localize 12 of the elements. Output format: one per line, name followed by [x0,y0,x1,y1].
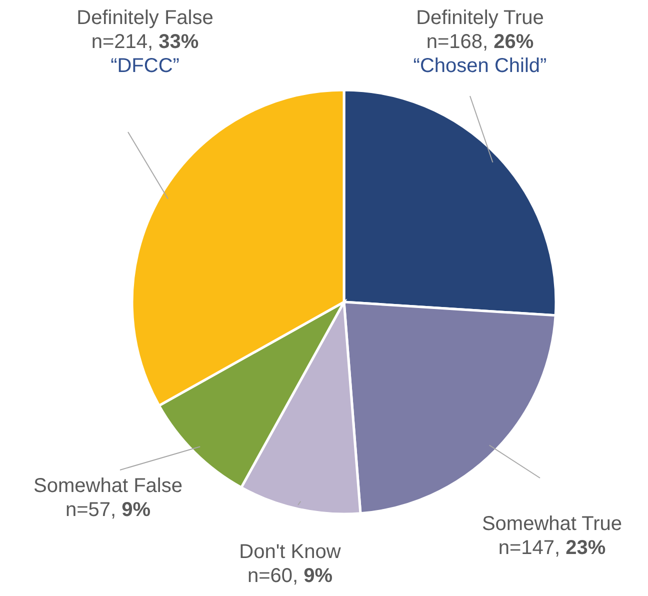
slice-label: Somewhat True [482,513,622,535]
data-label: n=168, 26% [426,31,534,53]
text: “Chosen Child” [413,55,547,77]
data-label: n=57, 9% [65,499,151,521]
data-label: n=147, 23% [498,537,606,559]
slice-label: Somewhat False [34,475,182,497]
slice-label: Definitely False [76,7,214,29]
text: “DFCC” [110,55,180,77]
data-label: n=214, 33% [91,31,199,53]
slice-label: Definitely True [416,7,544,29]
slice-label: Don't Know [239,541,342,563]
data-label: n=60, 9% [247,565,333,587]
